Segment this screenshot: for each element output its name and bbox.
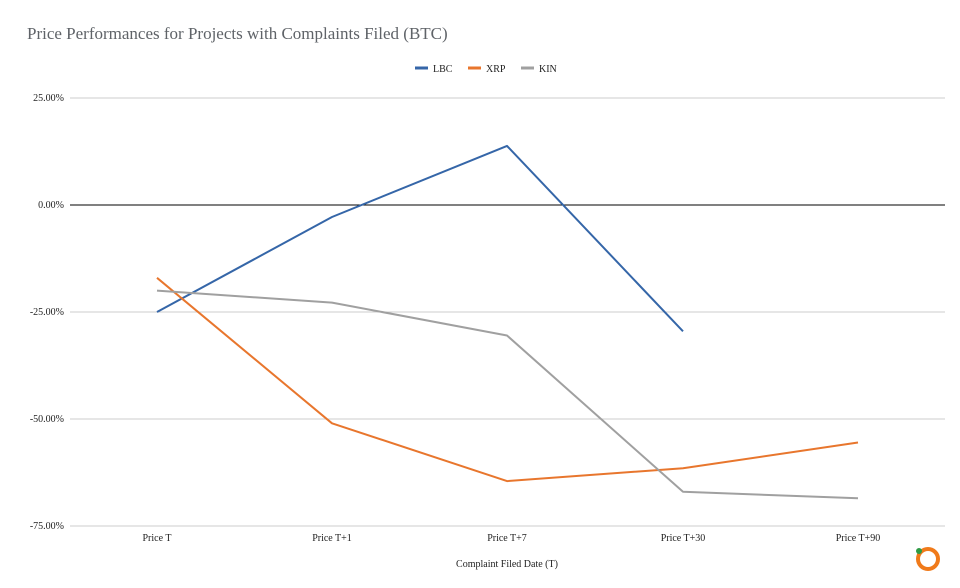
y-tick-label: 0.00% xyxy=(38,200,64,211)
x-tick-label: Price T xyxy=(143,533,172,544)
y-tick-label: -50.00% xyxy=(30,414,64,425)
x-axis-ticks: Price T Price T+1 Price T+7 Price T+30 Price… xyxy=(143,533,881,544)
series-line-lbc xyxy=(156,144,684,332)
chart-title: Price Performances for Projects with Com… xyxy=(27,24,448,43)
x-axis-title: Complaint Filed Date (T) xyxy=(456,559,558,570)
x-tick-label: Price T+90 xyxy=(836,533,881,544)
ring-logo-icon xyxy=(916,547,940,571)
y-tick-label: -75.00% xyxy=(30,521,64,532)
legend-label-lbc: LBC xyxy=(433,64,453,75)
series-line-kin xyxy=(156,289,859,500)
legend: LBC XRP KIN xyxy=(415,64,557,75)
y-tick-label: -25.00% xyxy=(30,307,64,318)
gridlines xyxy=(70,97,945,527)
logo-dot xyxy=(916,548,922,554)
y-tick-label: 25.00% xyxy=(33,93,64,104)
y-axis-ticks: 25.00% 0.00% -25.00% -50.00% -75.00% xyxy=(30,93,64,532)
legend-label-xrp: XRP xyxy=(486,64,506,75)
legend-label-kin: KIN xyxy=(539,64,557,75)
x-tick-label: Price T+7 xyxy=(487,533,527,544)
series-line-xrp xyxy=(156,277,859,483)
x-tick-label: Price T+1 xyxy=(312,533,352,544)
x-tick-label: Price T+30 xyxy=(661,533,706,544)
logo-ring xyxy=(916,547,940,571)
series-lines xyxy=(156,144,859,500)
